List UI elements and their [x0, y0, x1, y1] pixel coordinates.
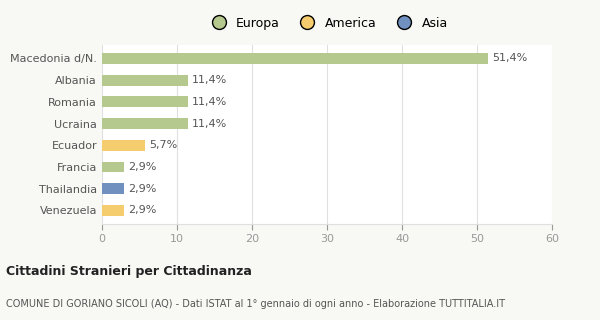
Bar	[102, 118, 187, 129]
Text: 11,4%: 11,4%	[192, 97, 227, 107]
Text: 11,4%: 11,4%	[192, 118, 227, 129]
Bar	[102, 75, 187, 85]
Bar	[102, 140, 145, 151]
Bar	[102, 96, 187, 107]
Bar	[102, 162, 124, 172]
Text: 2,9%: 2,9%	[128, 205, 157, 215]
Text: 11,4%: 11,4%	[192, 75, 227, 85]
Text: 2,9%: 2,9%	[128, 184, 157, 194]
Text: 2,9%: 2,9%	[128, 162, 157, 172]
Bar	[102, 53, 487, 64]
Bar	[102, 183, 124, 194]
Bar	[102, 205, 124, 216]
Text: 51,4%: 51,4%	[492, 53, 527, 63]
Text: Cittadini Stranieri per Cittadinanza: Cittadini Stranieri per Cittadinanza	[6, 265, 252, 278]
Text: 5,7%: 5,7%	[149, 140, 178, 150]
Text: COMUNE DI GORIANO SICOLI (AQ) - Dati ISTAT al 1° gennaio di ogni anno - Elaboraz: COMUNE DI GORIANO SICOLI (AQ) - Dati IST…	[6, 299, 505, 309]
Legend: Europa, America, Asia: Europa, America, Asia	[201, 12, 453, 35]
